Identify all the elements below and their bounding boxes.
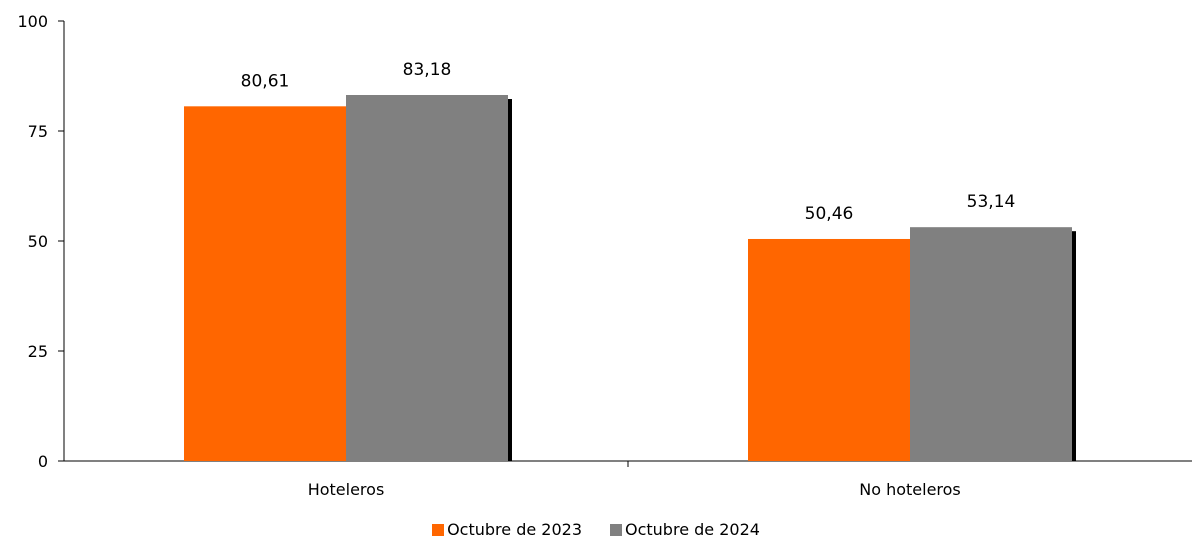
bar-series-1-1 bbox=[184, 106, 346, 461]
y-tick-label-100: 100 bbox=[17, 12, 48, 31]
data-label-series-1-2: 50,46 bbox=[805, 204, 854, 224]
legend-swatch-series-2 bbox=[610, 523, 622, 536]
y-tick-label-75: 75 bbox=[28, 122, 48, 141]
bar-series-1-2 bbox=[748, 238, 910, 461]
bar-series-2-1 bbox=[346, 95, 508, 462]
legend-swatch-series-1 bbox=[432, 523, 445, 536]
legend-item-series-2: Octubre de 2024 bbox=[610, 520, 760, 539]
data-label-series-1-1: 80,61 bbox=[241, 71, 290, 91]
legend-label-series-2: Octubre de 2024 bbox=[625, 520, 760, 539]
category-label-2: No hoteleros bbox=[859, 480, 961, 499]
data-label-series-2-2: 53,14 bbox=[967, 192, 1016, 212]
bar-series-2-2 bbox=[910, 227, 1072, 461]
y-tick-label-0: 0 bbox=[38, 452, 48, 471]
y-tick-label-50: 50 bbox=[28, 232, 48, 251]
category-label-1: Hoteleros bbox=[308, 480, 385, 499]
data-label-series-2-1: 83,18 bbox=[403, 60, 452, 80]
legend: Octubre de 2023 Octubre de 2024 bbox=[0, 520, 1192, 539]
legend-item-series-1: Octubre de 2023 bbox=[432, 520, 582, 539]
legend-label-series-1: Octubre de 2023 bbox=[447, 520, 582, 539]
y-tick-label-25: 25 bbox=[28, 342, 48, 361]
